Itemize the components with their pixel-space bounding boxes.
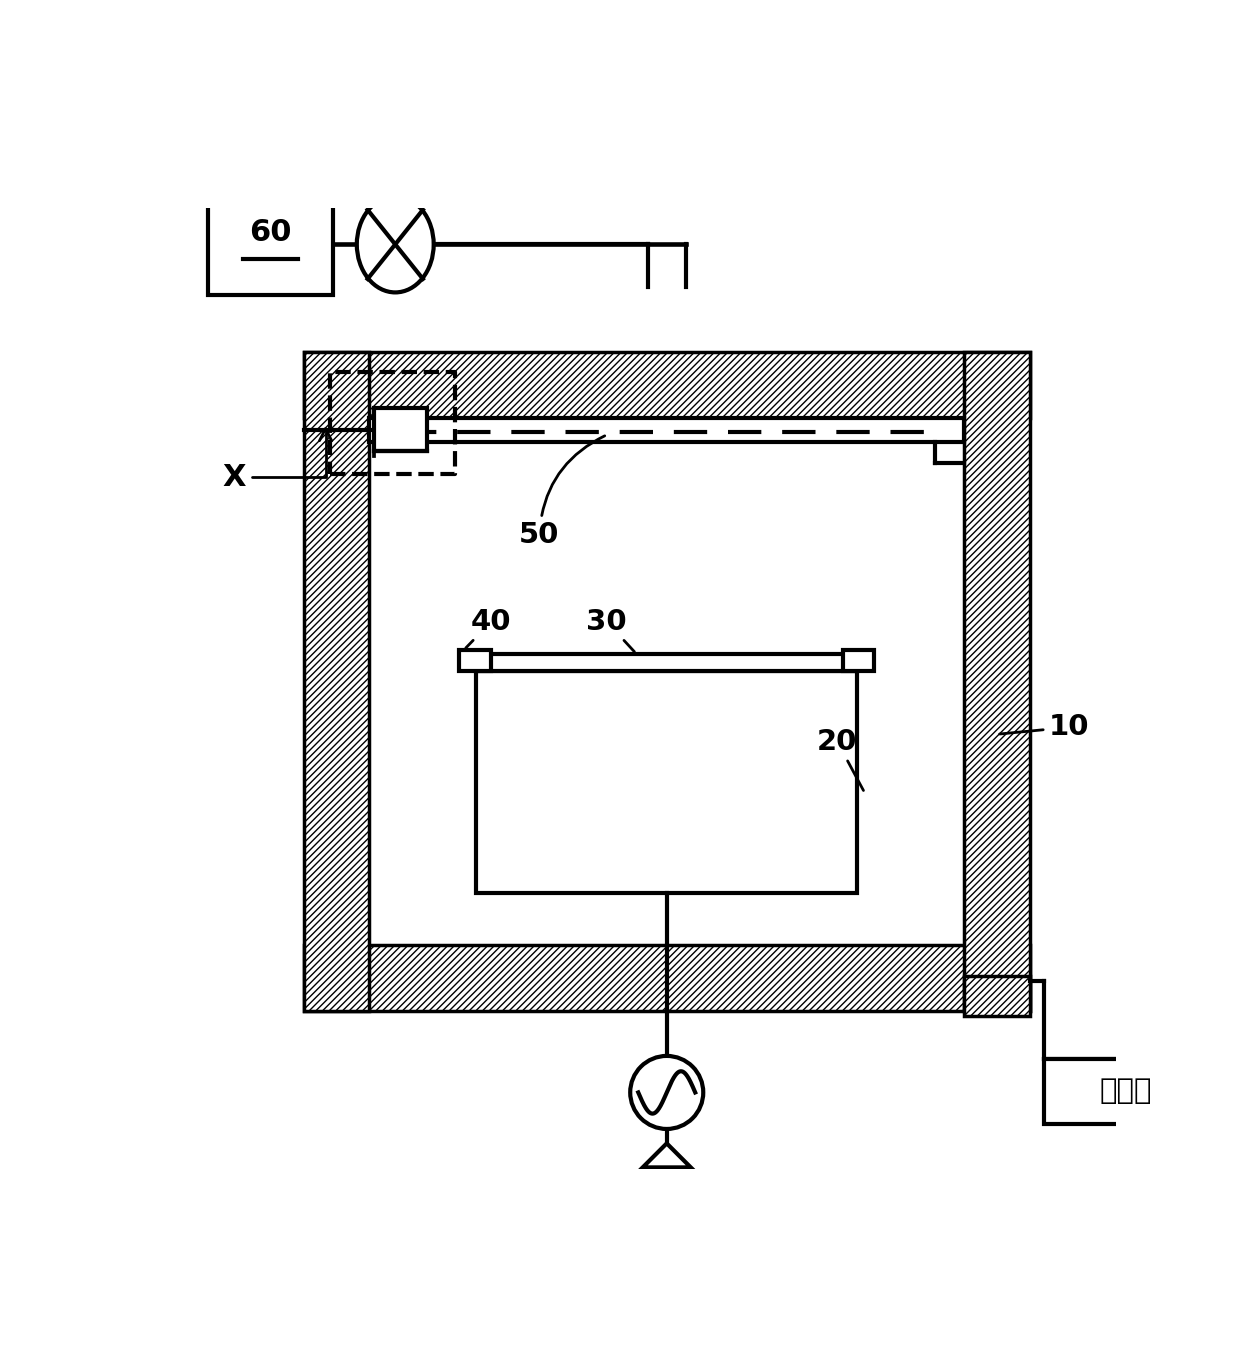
Circle shape xyxy=(630,1056,703,1129)
Bar xyxy=(459,649,491,671)
Ellipse shape xyxy=(357,196,434,292)
Text: 60: 60 xyxy=(249,218,291,247)
Bar xyxy=(304,945,1029,1011)
Bar xyxy=(476,653,857,671)
Polygon shape xyxy=(642,1143,691,1168)
Text: 40: 40 xyxy=(466,607,512,648)
Bar xyxy=(1044,1058,1208,1124)
Bar xyxy=(330,372,455,473)
Bar xyxy=(304,352,1029,417)
Bar xyxy=(965,352,1029,1011)
Bar xyxy=(370,417,965,442)
Bar xyxy=(476,671,857,892)
Bar xyxy=(304,352,370,1011)
Bar xyxy=(843,649,874,671)
Text: 30: 30 xyxy=(587,607,635,652)
Text: 20: 20 xyxy=(817,727,863,791)
Bar xyxy=(374,408,427,451)
Text: X: X xyxy=(223,428,331,492)
Bar xyxy=(208,194,332,295)
Text: 抽真空: 抽真空 xyxy=(1100,1078,1152,1105)
Bar xyxy=(965,977,1029,1016)
Text: 50: 50 xyxy=(520,436,605,550)
Text: 10: 10 xyxy=(999,713,1089,741)
